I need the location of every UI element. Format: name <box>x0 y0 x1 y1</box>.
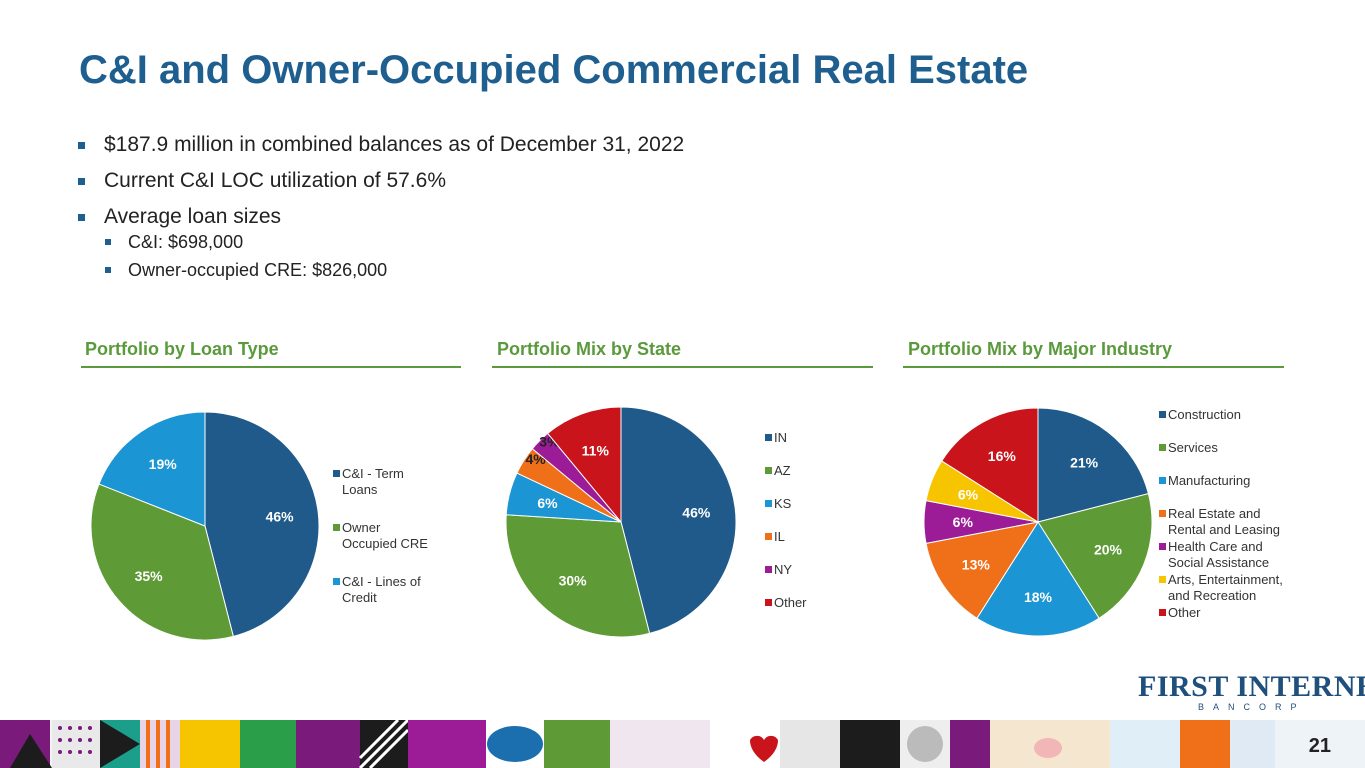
pie-slice-az <box>505 514 651 638</box>
data-label: 30% <box>559 573 588 589</box>
state-chart-title: Portfolio Mix by State <box>497 339 682 359</box>
legend-label: IL <box>774 529 785 544</box>
data-label: 6% <box>958 486 979 502</box>
legend-label: AZ <box>774 463 791 478</box>
legend-swatch <box>765 566 772 573</box>
pie-slice-construction <box>1037 407 1150 523</box>
legend-swatch <box>1159 411 1166 418</box>
legend-label: Owner <box>342 520 381 535</box>
pie-slice-owner-occupied-cre <box>90 483 234 641</box>
data-label: 6% <box>537 495 558 511</box>
logo-subtitle: BANCORP <box>1198 702 1306 712</box>
pie-slice-c-i-term-loans <box>204 411 320 638</box>
bullet-text: Average loan sizes <box>104 205 282 228</box>
company-logo: FIRST INTERNET BANCORP <box>1138 670 1365 716</box>
legend-label: Credit <box>342 590 377 605</box>
legend-swatch <box>765 434 772 441</box>
bullet-marker <box>78 177 85 185</box>
bullet-marker <box>105 267 111 273</box>
legend-swatch <box>765 599 772 606</box>
legend-swatch <box>333 470 340 477</box>
divider <box>903 366 1284 368</box>
legend-swatch <box>1159 477 1166 484</box>
logo-wordmark: FIRST INTERNET <box>1138 670 1365 703</box>
sub-bullet-item: Owner-occupied CRE: $826,000 <box>105 259 684 281</box>
legend-label: Loans <box>342 482 378 497</box>
legend-label: and Recreation <box>1168 588 1256 603</box>
legend-swatch <box>765 500 772 507</box>
bullet-item: Average loan sizes <box>78 205 684 229</box>
legend-swatch <box>1159 576 1166 583</box>
bullet-item: $187.9 million in combined balances as o… <box>78 133 684 157</box>
legend-swatch <box>1159 510 1166 517</box>
legend-label: Services <box>1168 440 1218 455</box>
data-label: 46% <box>266 509 295 525</box>
pie-slice-c-i-lines-of-credit <box>98 411 206 527</box>
legend-label: Manufacturing <box>1168 473 1250 488</box>
data-label: 20% <box>1094 542 1123 558</box>
data-label: 19% <box>149 456 178 472</box>
legend-label: IN <box>774 430 787 445</box>
legend-label: C&I - Term <box>342 466 404 481</box>
legend-swatch <box>333 524 340 531</box>
legend-label: C&I - Lines of <box>342 574 421 589</box>
pie-slice-services <box>1037 493 1153 619</box>
legend-label: Other <box>774 595 807 610</box>
data-label: 46% <box>682 505 711 521</box>
legend-label: Construction <box>1168 407 1241 422</box>
legend-label: Other <box>1168 605 1201 620</box>
legend-label: Arts, Entertainment, <box>1168 572 1283 587</box>
pie-slice-in <box>620 406 737 634</box>
data-label: 13% <box>962 556 991 572</box>
legend-swatch <box>333 578 340 585</box>
legend-label: NY <box>774 562 792 577</box>
legend-label: Social Assistance <box>1168 555 1269 570</box>
legend-swatch <box>1159 444 1166 451</box>
bullet-list: $187.9 million in combined balances as o… <box>78 133 684 287</box>
sub-bullet-text: C&I: $698,000 <box>128 231 244 252</box>
bullet-item: Current C&I LOC utilization of 57.6% <box>78 169 684 193</box>
industry-pie-chart: 21% 20% 18% 13% 6% 6% 16% Construction Services M… <box>923 407 1283 637</box>
pie-slice-real-estate-and-rental-and-leasing <box>925 521 1040 619</box>
legend-swatch <box>1159 609 1166 616</box>
page-title: C&I and Owner-Occupied Commercial Real E… <box>79 48 1029 92</box>
data-label: 35% <box>135 568 164 584</box>
legend-swatch <box>765 467 772 474</box>
legend-label: Health Care and <box>1168 539 1263 554</box>
industry-chart-title: Portfolio Mix by Major Industry <box>908 339 1173 359</box>
pie-slice-other <box>941 407 1039 523</box>
legend-label: Rental and Leasing <box>1168 522 1280 537</box>
legend-label: Real Estate and <box>1168 506 1261 521</box>
legend-swatch <box>765 533 772 540</box>
sub-bullet-item: C&I: $698,000 <box>105 231 684 253</box>
bullet-marker <box>105 239 111 245</box>
legend-label: KS <box>774 496 792 511</box>
pie-slice-other <box>546 406 622 524</box>
sub-bullet-text: Owner-occupied CRE: $826,000 <box>128 259 388 280</box>
divider <box>492 366 873 368</box>
data-label: 11% <box>582 443 610 459</box>
divider <box>81 366 461 368</box>
data-label: 6% <box>953 514 974 530</box>
loan-type-chart-title: Portfolio by Loan Type <box>85 339 279 359</box>
data-label: 21% <box>1070 455 1099 471</box>
data-label: 18% <box>1024 589 1053 605</box>
bullet-text: Current C&I LOC utilization of 57.6% <box>104 169 446 192</box>
decorative-banner <box>0 720 1365 768</box>
page-number: 21 <box>1308 735 1331 757</box>
data-label: 16% <box>988 448 1017 464</box>
pie-slice-manufacturing <box>976 521 1100 637</box>
bullet-marker <box>78 141 85 149</box>
bullet-text: $187.9 million in combined balances as o… <box>104 133 685 156</box>
legend-label: Occupied CRE <box>342 536 428 551</box>
bullet-marker <box>78 213 85 221</box>
legend-swatch <box>1159 543 1166 550</box>
